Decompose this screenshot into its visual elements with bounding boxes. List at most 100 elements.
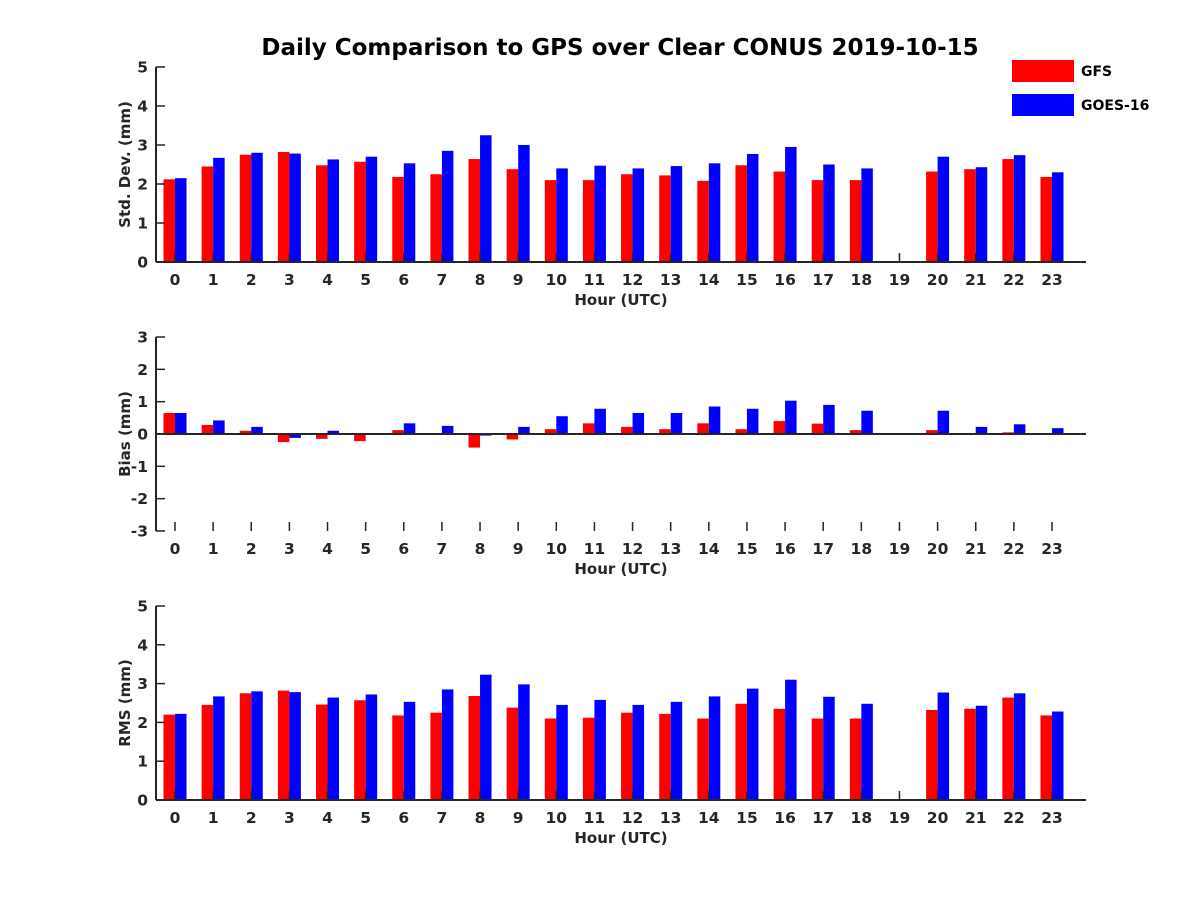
- x-tick-label: 14: [698, 540, 720, 558]
- bar-goes16-hour-9: [518, 145, 530, 262]
- x-tick-label: 21: [965, 540, 987, 558]
- x-tick-label: 9: [513, 809, 524, 827]
- bar-gfs-hour-17: [811, 180, 824, 262]
- bar-gfs-hour-8: [468, 696, 481, 800]
- bar-gfs-hour-10: [544, 429, 557, 434]
- bar-gfs-hour-20: [926, 709, 938, 800]
- x-tick-label: 5: [360, 271, 371, 289]
- x-tick-label: 6: [398, 540, 409, 558]
- y-tick-label: 2: [137, 361, 148, 379]
- bar-goes16-hour-2: [251, 152, 263, 262]
- bar-gfs-hour-10: [544, 718, 557, 800]
- bar-goes16-hour-12: [632, 168, 645, 262]
- bar-goes16-hour-5: [365, 694, 378, 800]
- bar-gfs-hour-23: [1040, 715, 1052, 800]
- x-tick-label: 17: [812, 271, 834, 289]
- bar-goes16-hour-7: [441, 425, 454, 434]
- x-tick-label: 10: [546, 540, 568, 558]
- x-tick-label: 6: [398, 271, 409, 289]
- x-tick-label: 14: [698, 809, 720, 827]
- bar-goes16-hour-12: [632, 412, 645, 434]
- bar-goes16-hour-6: [403, 701, 416, 800]
- bar-goes16-hour-1: [213, 420, 225, 434]
- x-tick-label: 16: [774, 271, 796, 289]
- bar-gfs-hour-17: [811, 718, 824, 800]
- bar-goes16-hour-5: [365, 156, 378, 262]
- y-axis-label: Bias (mm): [116, 391, 134, 477]
- x-tick-label: 22: [1003, 809, 1025, 827]
- y-tick-label: 4: [137, 636, 148, 654]
- y-tick-label: -1: [131, 458, 148, 476]
- bar-goes16-hour-21: [975, 705, 988, 800]
- x-tick-label: 22: [1003, 271, 1025, 289]
- bar-goes16-hour-22: [1013, 155, 1026, 262]
- x-tick-label: 8: [475, 271, 486, 289]
- bar-goes16-hour-4: [327, 159, 340, 262]
- bar-goes16-hour-21: [975, 426, 988, 434]
- bar-goes16-hour-23: [1051, 428, 1064, 434]
- bar-goes16-hour-14: [708, 696, 721, 800]
- x-tick-label: 2: [246, 809, 257, 827]
- y-tick-label: -2: [131, 490, 148, 508]
- bar-goes16-hour-2: [251, 691, 263, 800]
- bar-gfs-hour-13: [659, 175, 671, 262]
- y-tick-label: 4: [137, 98, 148, 116]
- y-tick-label: -3: [131, 523, 148, 541]
- bar-goes16-hour-13: [670, 166, 683, 262]
- bar-gfs-hour-1: [201, 704, 214, 800]
- x-tick-label: 22: [1003, 540, 1025, 558]
- bar-goes16-hour-10: [556, 168, 568, 262]
- bar-gfs-hour-1: [201, 424, 214, 434]
- x-tick-label: 5: [360, 809, 371, 827]
- x-tick-label: 15: [736, 809, 758, 827]
- bar-gfs-hour-9: [506, 707, 519, 800]
- x-tick-label: 12: [622, 271, 644, 289]
- bar-goes16-hour-1: [213, 696, 225, 800]
- bar-gfs-hour-11: [582, 180, 595, 262]
- bar-gfs-hour-3: [277, 690, 290, 800]
- y-tick-label: 0: [137, 792, 148, 810]
- x-tick-label: 12: [622, 809, 644, 827]
- y-tick-label: 3: [137, 137, 148, 155]
- bar-gfs-hour-2: [239, 154, 252, 262]
- x-tick-label: 20: [927, 809, 949, 827]
- legend-label-goes16: GOES-16: [1081, 98, 1149, 114]
- x-tick-label: 4: [322, 540, 333, 558]
- bar-gfs-hour-2: [239, 693, 252, 800]
- y-tick-label: 0: [137, 426, 148, 444]
- bar-goes16-hour-6: [403, 163, 416, 262]
- bar-gfs-hour-16: [773, 708, 786, 800]
- x-axis-label: Hour (UTC): [574, 560, 667, 578]
- x-tick-label: 15: [736, 271, 758, 289]
- x-tick-label: 2: [246, 271, 257, 289]
- x-tick-label: 7: [437, 271, 448, 289]
- x-tick-label: 9: [513, 540, 524, 558]
- bar-gfs-hour-0: [163, 412, 175, 434]
- bar-goes16-hour-13: [670, 701, 683, 800]
- x-tick-label: 18: [851, 809, 873, 827]
- y-tick-label: 3: [137, 329, 148, 347]
- bar-goes16-hour-20: [937, 410, 950, 434]
- bar-goes16-hour-7: [441, 150, 454, 262]
- x-tick-label: 21: [965, 809, 987, 827]
- bar-gfs-hour-10: [544, 180, 557, 262]
- bar-gfs-hour-12: [621, 174, 633, 262]
- x-tick-label: 3: [284, 540, 295, 558]
- bar-goes16-hour-4: [327, 697, 340, 800]
- bar-gfs-hour-7: [430, 174, 442, 262]
- bar-goes16-hour-9: [518, 426, 530, 434]
- bar-gfs-hour-4: [316, 434, 328, 439]
- bar-goes16-hour-4: [327, 430, 340, 434]
- bar-gfs-hour-4: [316, 165, 328, 262]
- x-tick-label: 17: [812, 809, 834, 827]
- bar-gfs-hour-15: [735, 703, 747, 800]
- x-tick-label: 16: [774, 809, 796, 827]
- x-tick-label: 18: [851, 540, 873, 558]
- y-tick-label: 2: [137, 714, 148, 732]
- legend: GFS GOES-16: [1012, 60, 1149, 116]
- x-tick-label: 13: [660, 809, 682, 827]
- bar-goes16-hour-10: [556, 416, 568, 434]
- bar-gfs-hour-7: [430, 712, 442, 800]
- bar-goes16-hour-0: [175, 713, 187, 800]
